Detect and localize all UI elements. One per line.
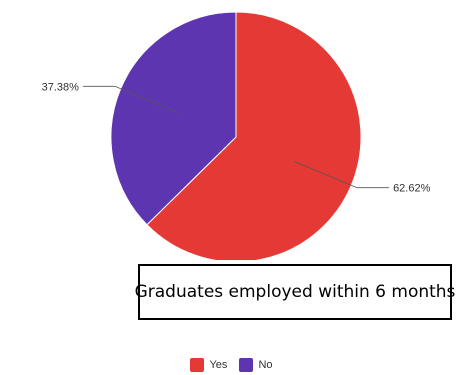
leader-line-no: [82, 85, 179, 114]
legend-swatch-no: [239, 358, 254, 372]
legend-swatch-yes: [190, 358, 205, 372]
pie-chart: 62.62% 37.38%: [42, 11, 431, 260]
legend-label-yes: Yes: [209, 359, 228, 371]
legend-item-no: No: [239, 358, 273, 372]
leader-line-yes: [293, 160, 390, 189]
chart-legend: Yes No: [0, 358, 463, 372]
data-label-no: 37.38%: [42, 81, 80, 93]
chart-title: Graduates employed within 6 months: [135, 264, 455, 320]
legend-item-yes: Yes: [190, 358, 227, 372]
data-label-yes: 62.62%: [393, 183, 431, 195]
legend-label-no: No: [258, 359, 273, 371]
